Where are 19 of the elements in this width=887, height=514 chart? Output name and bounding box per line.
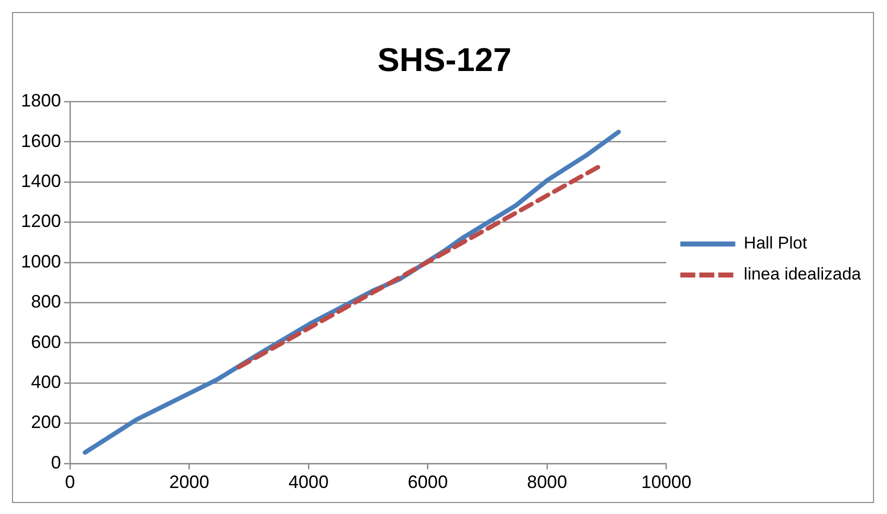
x-tick-label: 4000 [288,472,329,492]
y-tick-label: 400 [30,372,62,392]
y-tick-label: 600 [30,332,62,352]
x-tick-label: 6000 [408,472,448,492]
y-tick-label: 800 [30,292,62,312]
x-tick-label: 0 [65,472,76,492]
y-tick-label: 0 [51,452,62,472]
legend-label: linea idealizada [744,264,862,284]
y-tick-label: 1200 [20,211,62,232]
chart-title: SHS-127 [378,40,512,78]
x-tick-label: 8000 [527,472,568,492]
y-tick-label: 1800 [20,90,62,111]
y-tick-label: 1600 [20,130,62,151]
legend-label: Hall Plot [744,234,808,253]
y-tick-label: 1400 [20,170,62,191]
x-tick-label: 10000 [641,472,692,492]
x-tick-label: 2000 [169,472,210,492]
y-tick-label: 1000 [20,251,62,272]
y-tick-label: 200 [30,412,62,432]
